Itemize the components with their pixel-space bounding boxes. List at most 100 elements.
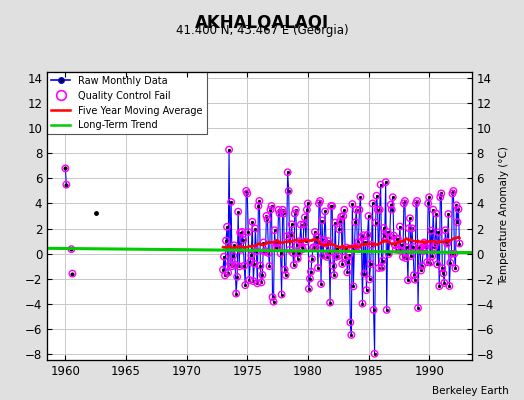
Point [436, 194, 444, 200]
Point [377, 264, 386, 271]
Point [307, 268, 315, 275]
Point [300, 221, 308, 228]
Point [432, 210, 440, 217]
Point [347, 332, 355, 338]
Point [249, 278, 257, 284]
Point [344, 258, 353, 265]
Point [289, 250, 297, 256]
Point [61, 165, 70, 172]
Point [414, 305, 422, 311]
Point [239, 237, 247, 243]
Point [246, 259, 255, 265]
Point [233, 274, 242, 280]
Point [279, 210, 288, 217]
Point [242, 188, 250, 194]
Point [379, 225, 388, 231]
Point [375, 206, 384, 213]
Point [433, 261, 441, 268]
Point [390, 242, 399, 248]
Point [442, 238, 451, 244]
Point [417, 267, 425, 274]
Point [266, 206, 275, 213]
Point [359, 232, 368, 238]
Point [389, 194, 397, 200]
Point [308, 256, 316, 262]
Point [369, 307, 378, 313]
Point [293, 256, 302, 262]
Point [224, 270, 232, 276]
Point [403, 277, 412, 284]
Point [444, 211, 453, 217]
Point [434, 229, 442, 236]
Point [219, 266, 227, 273]
Point [251, 225, 259, 232]
Point [388, 206, 396, 213]
Point [311, 229, 319, 235]
Point [276, 210, 284, 216]
Point [263, 216, 271, 222]
Point [320, 237, 328, 243]
Point [309, 244, 317, 251]
Point [394, 236, 402, 242]
Point [330, 272, 339, 278]
Point [227, 199, 235, 205]
Point [440, 280, 449, 286]
Point [451, 265, 460, 272]
Point [321, 208, 329, 215]
Point [357, 234, 366, 240]
Point [352, 206, 361, 213]
Point [225, 146, 233, 153]
Point [397, 248, 405, 254]
Point [367, 242, 376, 248]
Point [298, 244, 306, 250]
Point [235, 263, 243, 270]
Point [278, 206, 287, 213]
Point [322, 240, 330, 247]
Point [272, 240, 281, 246]
Point [383, 307, 391, 313]
Point [337, 214, 345, 220]
Point [255, 198, 264, 204]
Point [313, 233, 321, 240]
Point [422, 241, 430, 247]
Point [351, 219, 359, 226]
Point [385, 251, 393, 257]
Point [415, 244, 423, 250]
Point [421, 244, 429, 251]
Point [327, 203, 335, 209]
Point [244, 229, 253, 235]
Point [285, 188, 293, 194]
Point [304, 286, 313, 292]
Point [252, 248, 260, 254]
Point [226, 260, 234, 267]
Point [370, 350, 379, 357]
Point [299, 246, 307, 252]
Point [257, 279, 266, 286]
Point [260, 248, 269, 255]
Point [454, 206, 463, 212]
Point [447, 251, 455, 257]
Point [286, 247, 294, 253]
Point [67, 246, 75, 252]
Point [392, 236, 401, 242]
Point [418, 263, 426, 269]
Point [366, 261, 375, 267]
Point [365, 276, 374, 282]
Point [424, 200, 432, 207]
Point [280, 266, 289, 273]
Point [336, 218, 344, 224]
Point [343, 269, 352, 276]
Point [400, 200, 408, 207]
Point [353, 243, 362, 250]
Point [345, 252, 354, 258]
Point [375, 265, 383, 271]
Point [297, 222, 305, 228]
Point [240, 262, 248, 269]
Point [312, 244, 320, 251]
Point [223, 224, 231, 230]
Point [381, 179, 390, 186]
Point [373, 192, 381, 199]
Point [452, 202, 461, 208]
Point [229, 252, 237, 259]
Point [290, 210, 299, 217]
